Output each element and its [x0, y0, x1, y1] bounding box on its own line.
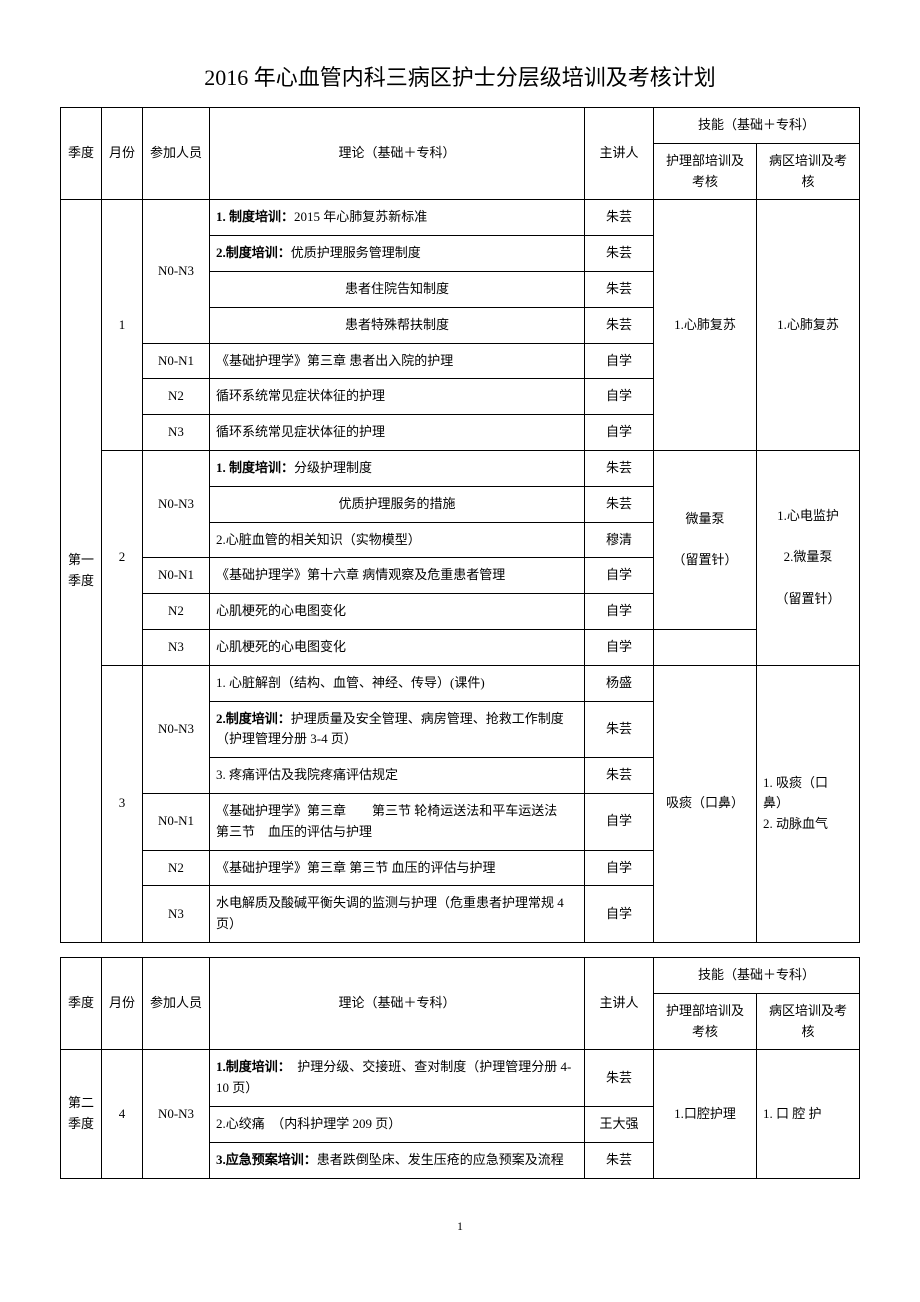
- cell-quarter: 第二季度: [61, 1050, 102, 1178]
- cell-level: N0-N1: [143, 343, 210, 379]
- page-title: 2016 年心血管内科三病区护士分层级培训及考核计划: [60, 60, 860, 92]
- cell-skill-dept: 吸痰（口鼻）: [654, 665, 757, 942]
- cell-speaker: 自学: [585, 850, 654, 886]
- cell-speaker: 自学: [585, 379, 654, 415]
- cell-level: N2: [143, 379, 210, 415]
- cell-skill-dept: 微量泵 （留置针）: [654, 450, 757, 629]
- cell-skill-dept: [654, 629, 757, 665]
- cell-theory: 心肌梗死的心电图变化: [210, 629, 585, 665]
- training-table-q2: 季度 月份 参加人员 理论（基础＋专科） 主讲人 技能（基础＋专科） 护理部培训…: [60, 957, 860, 1179]
- cell-level: N3: [143, 886, 210, 943]
- cell-speaker: 朱芸: [585, 271, 654, 307]
- cell-theory: 2.心绞痛 （内科护理学 209 页）: [210, 1106, 585, 1142]
- cell-theory: 1. 制度培训：2015 年心肺复苏新标准: [210, 200, 585, 236]
- th-skill-group: 技能（基础＋专科）: [654, 108, 860, 144]
- cell-month: 2: [102, 450, 143, 665]
- th-speaker: 主讲人: [585, 108, 654, 200]
- cell-skill-ward: 1. 口 腔 护: [757, 1050, 860, 1178]
- cell-theory: 患者住院告知制度: [210, 271, 585, 307]
- cell-theory: 1.制度培训： 护理分级、交接班、查对制度（护理管理分册 4-10 页）: [210, 1050, 585, 1107]
- cell-theory: 循环系统常见症状体征的护理: [210, 415, 585, 451]
- cell-theory: 《基础护理学》第三章 第三节 血压的评估与护理: [210, 850, 585, 886]
- cell-level: N3: [143, 629, 210, 665]
- cell-skill-ward: 1. 吸痰（口鼻） 2. 动脉血气: [757, 665, 860, 942]
- cell-speaker: 自学: [585, 594, 654, 630]
- th-theory: 理论（基础＋专科）: [210, 957, 585, 1049]
- cell-quarter: 第一季度: [61, 200, 102, 943]
- cell-speaker: 自学: [585, 415, 654, 451]
- cell-theory: 《基础护理学》第十六章 病情观察及危重患者管理: [210, 558, 585, 594]
- cell-level: N0-N1: [143, 793, 210, 850]
- cell-theory: 2.制度培训：优质护理服务管理制度: [210, 236, 585, 272]
- cell-speaker: 朱芸: [585, 236, 654, 272]
- cell-speaker: 王大强: [585, 1106, 654, 1142]
- cell-theory: 2.制度培训：护理质量及安全管理、病房管理、抢救工作制度（护理管理分册 3-4 …: [210, 701, 585, 758]
- cell-speaker: 自学: [585, 886, 654, 943]
- cell-theory: 3. 疼痛评估及我院疼痛评估规定: [210, 758, 585, 794]
- cell-speaker: 朱芸: [585, 1142, 654, 1178]
- cell-level: N0-N3: [143, 200, 210, 343]
- page-number: 1: [60, 1219, 860, 1234]
- cell-theory: 3.应急预案培训：患者跌倒坠床、发生压疮的应急预案及流程: [210, 1142, 585, 1178]
- training-table-q1: 季度 月份 参加人员 理论（基础＋专科） 主讲人 技能（基础＋专科） 护理部培训…: [60, 107, 860, 943]
- th-participants: 参加人员: [143, 957, 210, 1049]
- th-month: 月份: [102, 108, 143, 200]
- th-theory: 理论（基础＋专科）: [210, 108, 585, 200]
- th-quarter: 季度: [61, 957, 102, 1049]
- cell-speaker: 朱芸: [585, 486, 654, 522]
- cell-speaker: 穆清: [585, 522, 654, 558]
- cell-speaker: 朱芸: [585, 307, 654, 343]
- cell-skill-dept: 1.口腔护理: [654, 1050, 757, 1178]
- cell-theory: 患者特殊帮扶制度: [210, 307, 585, 343]
- cell-speaker: 杨盛: [585, 665, 654, 701]
- cell-month: 3: [102, 665, 143, 942]
- th-skill-group: 技能（基础＋专科）: [654, 957, 860, 993]
- th-speaker: 主讲人: [585, 957, 654, 1049]
- th-skill-dept: 护理部培训及考核: [654, 143, 757, 200]
- cell-level: N0-N1: [143, 558, 210, 594]
- cell-skill-dept: 1.心肺复苏: [654, 200, 757, 451]
- cell-level: N2: [143, 594, 210, 630]
- cell-speaker: 自学: [585, 343, 654, 379]
- cell-speaker: 朱芸: [585, 450, 654, 486]
- cell-speaker: 朱芸: [585, 701, 654, 758]
- cell-theory: 《基础护理学》第三章 患者出入院的护理: [210, 343, 585, 379]
- cell-theory: 心肌梗死的心电图变化: [210, 594, 585, 630]
- cell-theory: 优质护理服务的措施: [210, 486, 585, 522]
- cell-speaker: 朱芸: [585, 758, 654, 794]
- th-skill-ward: 病区培训及考核: [757, 143, 860, 200]
- cell-speaker: 自学: [585, 793, 654, 850]
- cell-speaker: 自学: [585, 558, 654, 594]
- cell-theory: 循环系统常见症状体征的护理: [210, 379, 585, 415]
- cell-theory: 水电解质及酸碱平衡失调的监测与护理（危重患者护理常规 4 页）: [210, 886, 585, 943]
- cell-level: N0-N3: [143, 1050, 210, 1178]
- th-skill-ward: 病区培训及考核: [757, 993, 860, 1050]
- cell-level: N0-N3: [143, 665, 210, 793]
- cell-speaker: 自学: [585, 629, 654, 665]
- cell-speaker: 朱芸: [585, 200, 654, 236]
- cell-level: N3: [143, 415, 210, 451]
- cell-skill-ward: 1.心电监护 2.微量泵 （留置针）: [757, 450, 860, 665]
- cell-level: N0-N3: [143, 450, 210, 557]
- th-month: 月份: [102, 957, 143, 1049]
- cell-month: 4: [102, 1050, 143, 1178]
- cell-skill-ward: 1.心肺复苏: [757, 200, 860, 451]
- cell-month: 1: [102, 200, 143, 451]
- th-skill-dept: 护理部培训及考核: [654, 993, 757, 1050]
- cell-theory: 2.心脏血管的相关知识（实物模型）: [210, 522, 585, 558]
- cell-theory: 1. 心脏解剖（结构、血管、神经、传导）(课件): [210, 665, 585, 701]
- th-participants: 参加人员: [143, 108, 210, 200]
- th-quarter: 季度: [61, 108, 102, 200]
- cell-speaker: 朱芸: [585, 1050, 654, 1107]
- cell-theory: 《基础护理学》第三章 第三节 轮椅运送法和平车运送法 第三节 血压的评估与护理: [210, 793, 585, 850]
- cell-theory: 1. 制度培训：分级护理制度: [210, 450, 585, 486]
- cell-level: N2: [143, 850, 210, 886]
